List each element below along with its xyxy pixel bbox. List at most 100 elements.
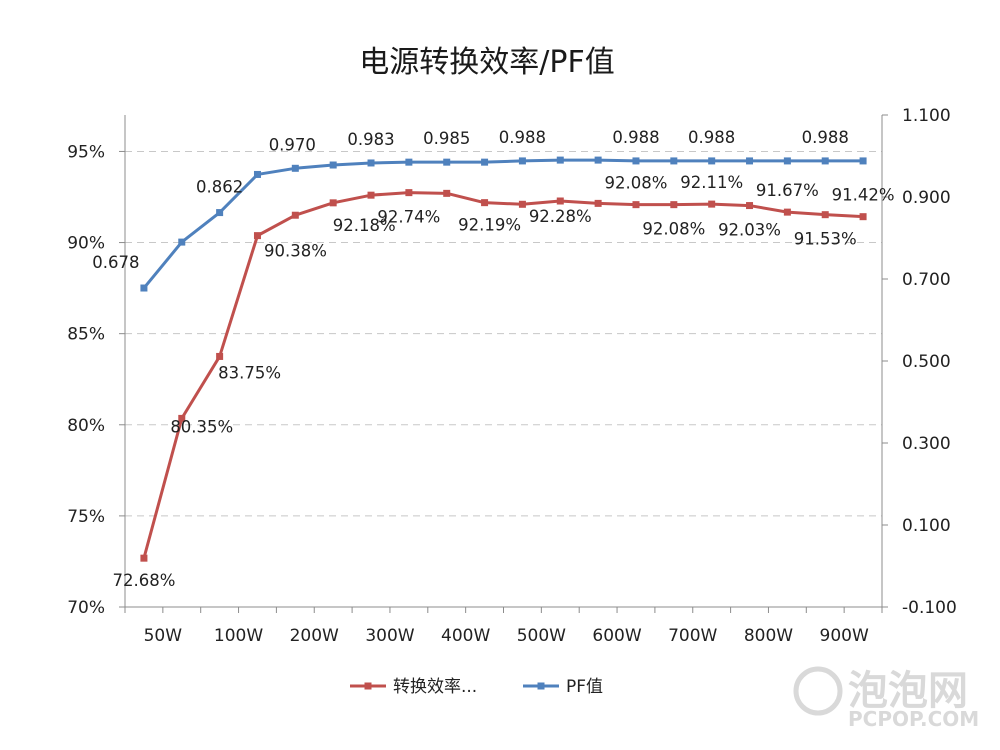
series-1-point	[594, 199, 602, 207]
series-line-2	[142, 158, 864, 289]
data-label-efficiency: 91.42%	[832, 186, 895, 205]
y-right-tick-label: 0.700	[902, 270, 951, 290]
data-label-pf: 0.970	[269, 135, 316, 154]
legend-marker-1	[364, 682, 372, 690]
series-1-point	[178, 414, 186, 422]
series-1-point	[481, 199, 489, 207]
x-tick-label: 600W	[592, 626, 641, 646]
legend-label-2: PF值	[566, 677, 603, 697]
series-1-point	[556, 197, 564, 205]
data-label-efficiency: 92.08%	[605, 174, 668, 193]
series-line-1	[142, 191, 864, 559]
legend: 转换效率... PF值	[350, 677, 603, 697]
series-2-point	[746, 157, 754, 165]
series-2-point	[253, 170, 261, 178]
data-label-efficiency: 92.18%	[333, 216, 396, 235]
series-2-point	[556, 156, 564, 164]
series-1-point	[518, 200, 526, 208]
series-2-point	[367, 159, 375, 167]
series-1-point	[443, 189, 451, 197]
data-labels: 72.68% 80.35% 83.75% 90.38% 92.18%92.74% 92.1…	[92, 128, 894, 590]
data-label-pf: 0.985	[423, 129, 470, 148]
series-2-point	[481, 158, 489, 166]
x-tick-label: 400W	[441, 626, 490, 646]
chart-title: 电源转换效率/PF值	[359, 45, 614, 80]
legend-label-1: 转换效率...	[393, 677, 477, 697]
y-left-tick-label: 90%	[67, 234, 105, 254]
y-right-tick-label: 1.100	[902, 106, 951, 126]
series-layer	[140, 156, 867, 562]
data-label-efficiency: 92.03%	[718, 221, 781, 240]
x-tick-label: 500W	[517, 626, 566, 646]
series-1-point	[746, 202, 754, 210]
data-label-efficiency: 92.74%	[377, 208, 440, 227]
series-2-point	[859, 157, 867, 165]
series-2-point	[178, 238, 186, 246]
data-label-pf: 0.988	[612, 128, 659, 147]
series-1-point	[216, 352, 224, 360]
series-2-point	[140, 284, 148, 292]
y-right-tick-label: 0.300	[902, 434, 951, 454]
data-label-pf: 0.988	[688, 128, 735, 147]
watermark-subtext: PCPOP.COM	[848, 707, 979, 731]
series-2-point	[518, 157, 526, 165]
series-1-point	[708, 200, 716, 208]
watermark-logo-icon	[793, 666, 843, 716]
x-tick-label: 100W	[214, 626, 263, 646]
series-2-point	[670, 157, 678, 165]
data-label-pf: 0.988	[802, 128, 849, 147]
data-label-pf: 0.678	[92, 253, 139, 272]
data-label-efficiency: 92.28%	[529, 207, 592, 226]
series-1-point	[367, 191, 375, 199]
series-2-point	[291, 164, 299, 172]
series-1-point	[253, 232, 261, 240]
gridlines	[125, 150, 882, 517]
axes	[119, 114, 888, 613]
data-label-efficiency: 91.67%	[756, 181, 819, 200]
data-label-pf: 0.988	[499, 128, 546, 147]
data-label-pf: 0.983	[347, 130, 394, 149]
y-left-tick-label: 95%	[67, 142, 105, 162]
series-2-point	[405, 158, 413, 166]
y-left-tick-label: 70%	[67, 598, 105, 618]
series-2-point	[708, 157, 716, 165]
series-1-point	[670, 201, 678, 209]
x-tick-label: 700W	[668, 626, 717, 646]
series-2-point	[329, 161, 337, 169]
y-left-tick-label: 85%	[67, 325, 105, 345]
y-left-tick-label: 80%	[67, 416, 105, 436]
x-tick-label: 300W	[365, 626, 414, 646]
data-label-efficiency: 92.11%	[680, 173, 743, 192]
series-2-point	[594, 156, 602, 164]
data-label-efficiency: 92.08%	[642, 220, 705, 239]
y-right-tick-label: 0.500	[902, 352, 951, 372]
series-2-point	[443, 158, 451, 166]
y-right-tick-label: 0.100	[902, 516, 951, 536]
x-tick-label: 800W	[744, 626, 793, 646]
data-label-efficiency: 80.35%	[170, 417, 233, 436]
series-2-point	[821, 157, 829, 165]
watermark-text: 泡泡网	[848, 668, 968, 714]
data-label-pf: 0.862	[196, 178, 243, 197]
data-label-efficiency: 91.53%	[794, 230, 857, 249]
series-1-point	[783, 208, 791, 216]
series-1-point	[140, 554, 148, 562]
series-2-point	[783, 157, 791, 165]
y-right-tick-label: 0.900	[902, 188, 951, 208]
series-2-point	[632, 157, 640, 165]
series-1-point	[405, 189, 413, 197]
x-tick-label: 200W	[290, 626, 339, 646]
series-1-point	[821, 211, 829, 219]
series-2-point	[216, 209, 224, 217]
watermark-logo: 泡泡网 PCPOP.COM	[793, 666, 979, 731]
series-1-point	[859, 213, 867, 221]
x-tick-label: 900W	[820, 626, 869, 646]
y-left-tick-label: 75%	[67, 507, 105, 527]
series-1-point	[329, 199, 337, 207]
x-tick-label: 50W	[144, 626, 183, 646]
data-label-efficiency: 72.68%	[112, 571, 175, 590]
data-label-efficiency: 92.19%	[458, 216, 521, 235]
data-label-efficiency: 83.75%	[218, 363, 281, 382]
series-1-point	[632, 201, 640, 209]
